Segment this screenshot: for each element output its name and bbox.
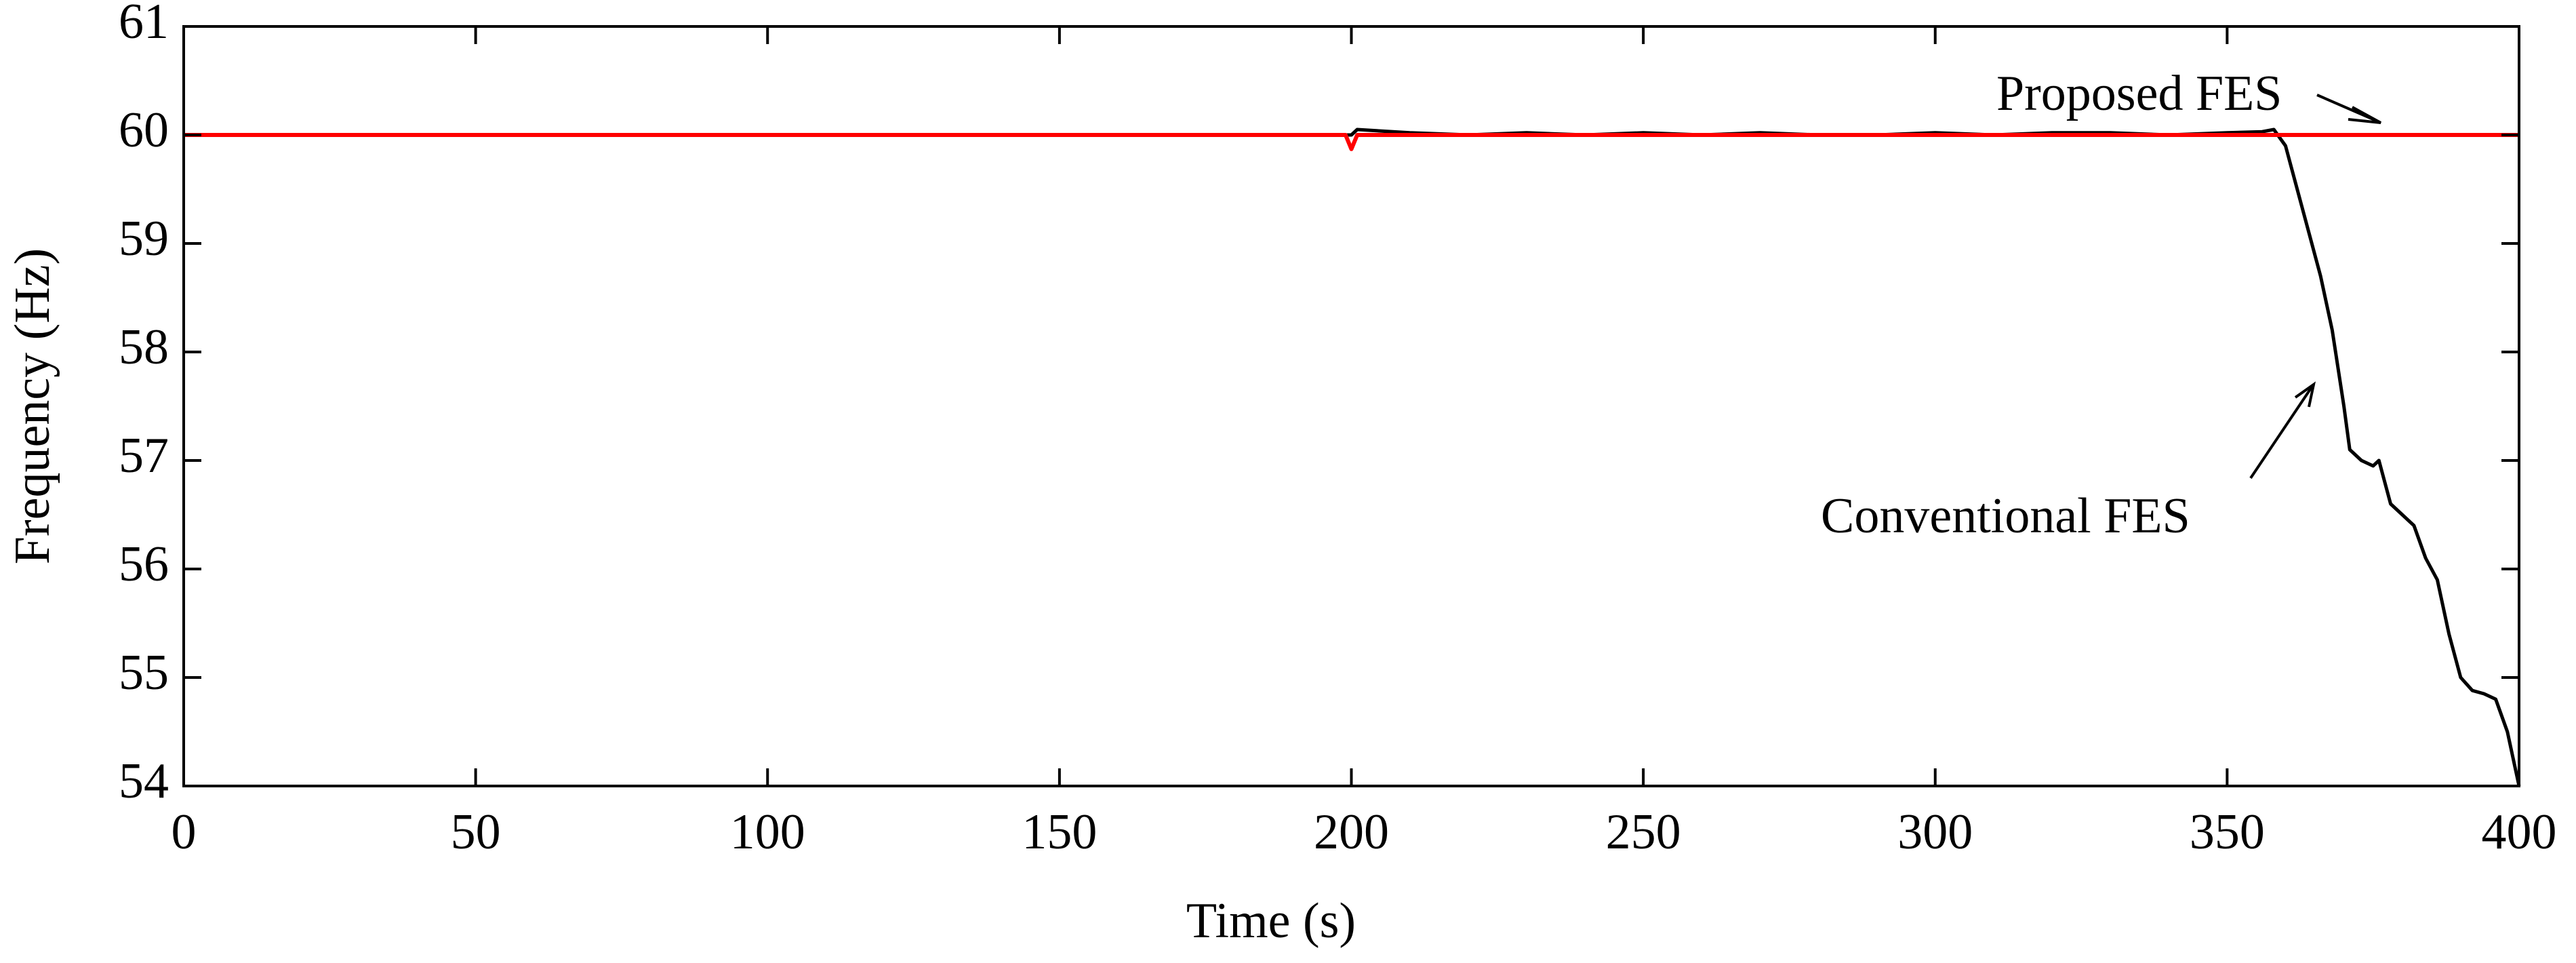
y-tick-label: 57 (119, 428, 169, 484)
x-tick-label: 250 (1606, 804, 1681, 860)
y-axis-label: Frequency (Hz) (5, 248, 60, 564)
x-tick-label: 200 (1314, 804, 1389, 860)
x-tick-label: 0 (172, 804, 197, 860)
x-tick-label: 150 (1022, 804, 1097, 860)
y-tick-label: 60 (119, 102, 169, 158)
series-line (184, 133, 2519, 151)
arrow-head (2348, 106, 2381, 124)
x-tick-label: 300 (1897, 804, 1973, 860)
x-axis-label: Time (s) (1186, 893, 1356, 949)
x-tick-label: 400 (2482, 804, 2557, 860)
arrow-head (2294, 381, 2316, 408)
y-tick-label: 58 (119, 319, 169, 375)
annotation: Proposed FES (1996, 66, 2282, 121)
plot-frame (182, 25, 2520, 787)
x-tick-label: 350 (2190, 804, 2265, 860)
arrow (2249, 384, 2314, 479)
x-tick-label: 100 (730, 804, 805, 860)
annotation: Conventional FES (1821, 488, 2190, 544)
y-tick-label: 61 (119, 0, 169, 50)
y-tick-label: 54 (119, 753, 169, 809)
y-tick-label: 56 (119, 536, 169, 592)
x-tick-label: 50 (451, 804, 501, 860)
y-tick-label: 59 (119, 211, 169, 267)
series-line (184, 127, 2521, 787)
arrows (2249, 94, 2381, 479)
y-tick-label: 55 (119, 645, 169, 701)
